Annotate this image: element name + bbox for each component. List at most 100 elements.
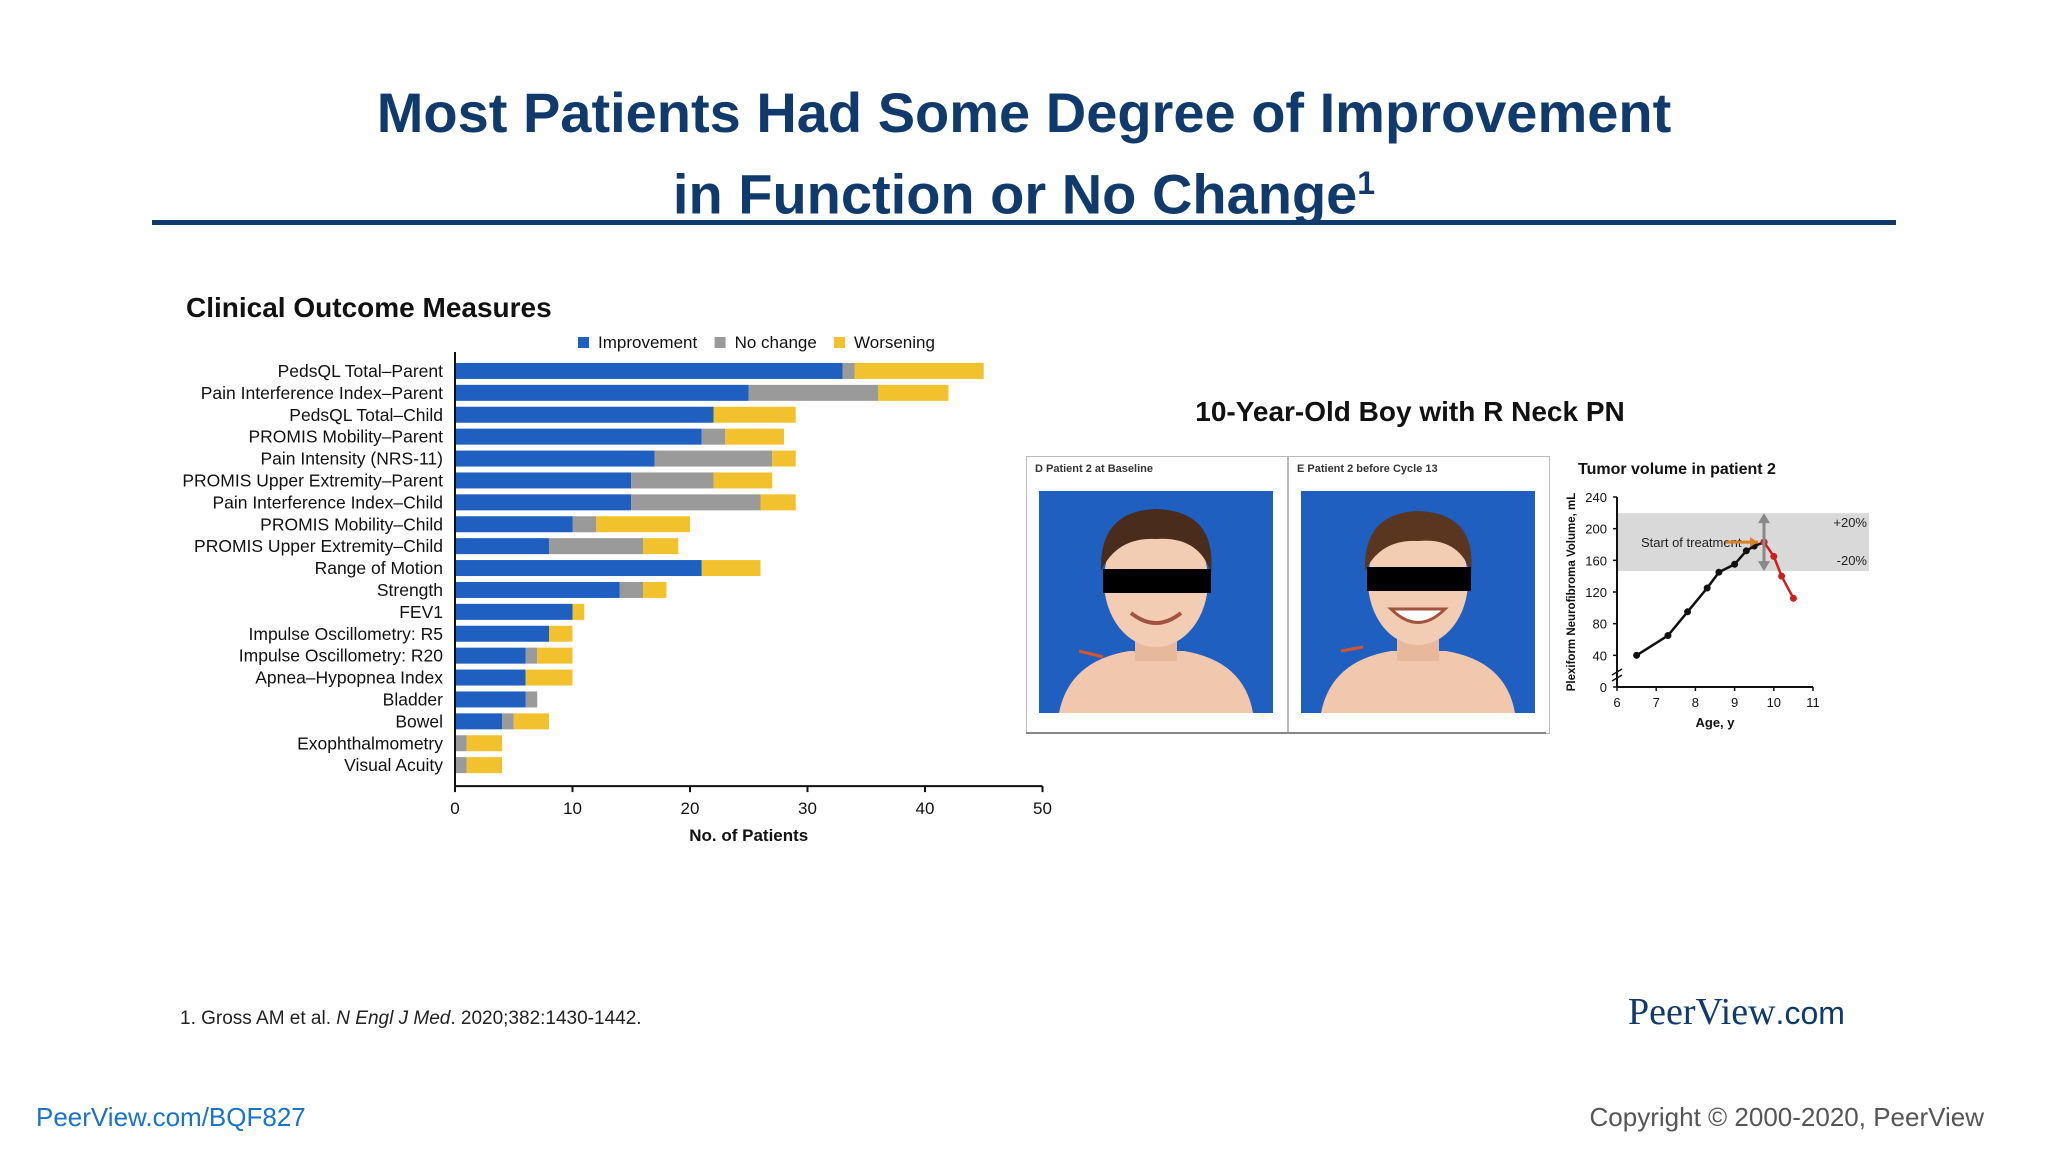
footnote-prefix: 1. Gross AM et al. — [180, 1008, 337, 1029]
category-label: PROMIS Mobility–Child — [260, 514, 443, 534]
bar-segment — [572, 603, 585, 620]
legend-swatch-0 — [578, 337, 589, 348]
bar-segment — [455, 603, 573, 620]
category-label: Exophthalmometry — [297, 733, 443, 753]
reference-footnote: 1. Gross AM et al. N Engl J Med. 2020;38… — [180, 1008, 642, 1030]
tumor-x-tick-label: 8 — [1692, 695, 1699, 710]
bar-segment — [878, 384, 949, 401]
bar-segment — [572, 516, 596, 533]
bar-segment — [525, 669, 573, 686]
x-tick-label: 20 — [681, 799, 700, 818]
tumor-x-tick-label: 11 — [1806, 695, 1820, 710]
title-superscript: 1 — [1357, 165, 1376, 201]
bar-segment — [549, 538, 643, 555]
bar-segment — [466, 735, 502, 752]
photo-label-cycle13: E Patient 2 before Cycle 13 — [1297, 463, 1438, 475]
tumor-x-axis-title: Age, y — [1695, 715, 1735, 730]
bar-segment — [854, 362, 984, 379]
bar-segment — [748, 384, 878, 401]
photo-title: 10-Year-Old Boy with R Neck PN — [1195, 396, 1625, 427]
footnote-suffix: . 2020;382:1430-1442. — [450, 1008, 642, 1029]
category-label: PROMIS Mobility–Parent — [248, 427, 443, 447]
bar-segment — [455, 472, 632, 489]
title-line-2-text: in Function or No Change — [672, 162, 1358, 226]
bar-segment — [631, 494, 761, 511]
photo-panel-cycle13: E Patient 2 before Cycle 13 — [1288, 456, 1550, 734]
category-label: Strength — [377, 580, 443, 600]
bar-segment — [502, 713, 514, 730]
tumor-y-tick-label: 240 — [1585, 490, 1607, 505]
bar-segment — [537, 647, 573, 664]
bar-segment — [455, 691, 526, 708]
peerview-link[interactable]: PeerView.com/BQF827 — [36, 1102, 306, 1132]
patient-illustration-baseline — [1039, 491, 1273, 713]
bar-segment — [455, 384, 749, 401]
legend-label-1: No change — [735, 333, 817, 352]
bar-segment — [455, 669, 526, 686]
tumor-series-line-1 — [1762, 541, 1795, 599]
title-line-2: in Function or No Change1 — [150, 148, 1898, 230]
bar-segment — [596, 516, 690, 533]
tumor-y-tick-label: 160 — [1585, 553, 1607, 568]
bar-segment — [525, 647, 538, 664]
bar-segment — [466, 757, 502, 774]
start-treatment-label: Start of treatment — [1641, 535, 1742, 550]
legend-swatch-2 — [834, 337, 845, 348]
bar-segment — [701, 560, 761, 577]
bar-segment — [549, 625, 573, 642]
bar-segment — [455, 560, 702, 577]
bar-segment — [619, 581, 643, 598]
tumor-data-point — [1715, 568, 1723, 576]
band-arrow-down — [1758, 561, 1770, 572]
x-tick-label: 50 — [1033, 799, 1052, 818]
copyright-text: Copyright © 2000-2020, PeerView — [1589, 1102, 1984, 1132]
bar-segment — [455, 581, 620, 598]
photo-label-baseline: D Patient 2 at Baseline — [1035, 463, 1153, 475]
bar-segment — [643, 538, 679, 555]
bar-segment — [455, 494, 632, 511]
tumor-chart-title: Tumor volume in patient 2 — [1578, 461, 1776, 478]
photo-base-rule — [1026, 732, 1546, 734]
tumor-x-tick-label: 9 — [1731, 695, 1738, 710]
tumor-data-point — [1633, 651, 1641, 659]
bar-segment — [455, 625, 549, 642]
bar-segment — [455, 647, 526, 664]
bar-segment — [455, 713, 502, 730]
tumor-y-tick-label: 120 — [1585, 585, 1607, 600]
x-tick-label: 40 — [916, 799, 935, 818]
bar-segment — [631, 472, 714, 489]
legend-label-0: Improvement — [598, 333, 697, 352]
tumor-x-tick-label: 7 — [1653, 695, 1660, 710]
tumor-y-tick-label: 200 — [1585, 522, 1607, 537]
tumor-data-point — [1778, 572, 1786, 580]
legend-label-2: Worsening — [854, 333, 935, 352]
band-arrow-up — [1758, 513, 1770, 524]
bar-segment — [725, 428, 784, 445]
category-label: FEV1 — [399, 602, 443, 622]
tumor-volume-chart: Tumor volume in patient 2 0 40 80 120 160 200 2… — [1566, 461, 1869, 730]
bar-segment — [772, 450, 796, 467]
legend-swatch-1 — [714, 337, 726, 348]
bar-segment — [513, 713, 549, 730]
bar-segment — [842, 362, 855, 379]
category-label: PROMIS Upper Extremity–Parent — [182, 470, 443, 490]
bar-segment — [713, 472, 773, 489]
category-label: Impulse Oscillometry: R20 — [239, 646, 443, 666]
x-axis-title: No. of Patients — [689, 826, 808, 845]
tumor-data-point — [1789, 594, 1797, 602]
slide-title: Most Patients Had Some Degree of Improve… — [150, 78, 1898, 230]
tumor-data-point — [1731, 560, 1739, 568]
band-label-minus: -20% — [1837, 553, 1868, 568]
bar-segment — [455, 757, 467, 774]
tumor-y-tick-label: 80 — [1593, 617, 1607, 632]
category-label: PROMIS Upper Extremity–Child — [194, 536, 443, 556]
start-treatment-arrowhead — [1750, 537, 1758, 548]
tumor-data-point — [1770, 552, 1778, 560]
title-divider — [152, 220, 1896, 225]
category-label: Bladder — [383, 689, 443, 709]
patient-illustration-cycle13 — [1301, 491, 1535, 713]
band-label-plus: +20% — [1833, 515, 1867, 530]
bar-segment — [455, 516, 573, 533]
logo-domain: .com — [1775, 995, 1845, 1031]
bar-segment — [760, 494, 796, 511]
